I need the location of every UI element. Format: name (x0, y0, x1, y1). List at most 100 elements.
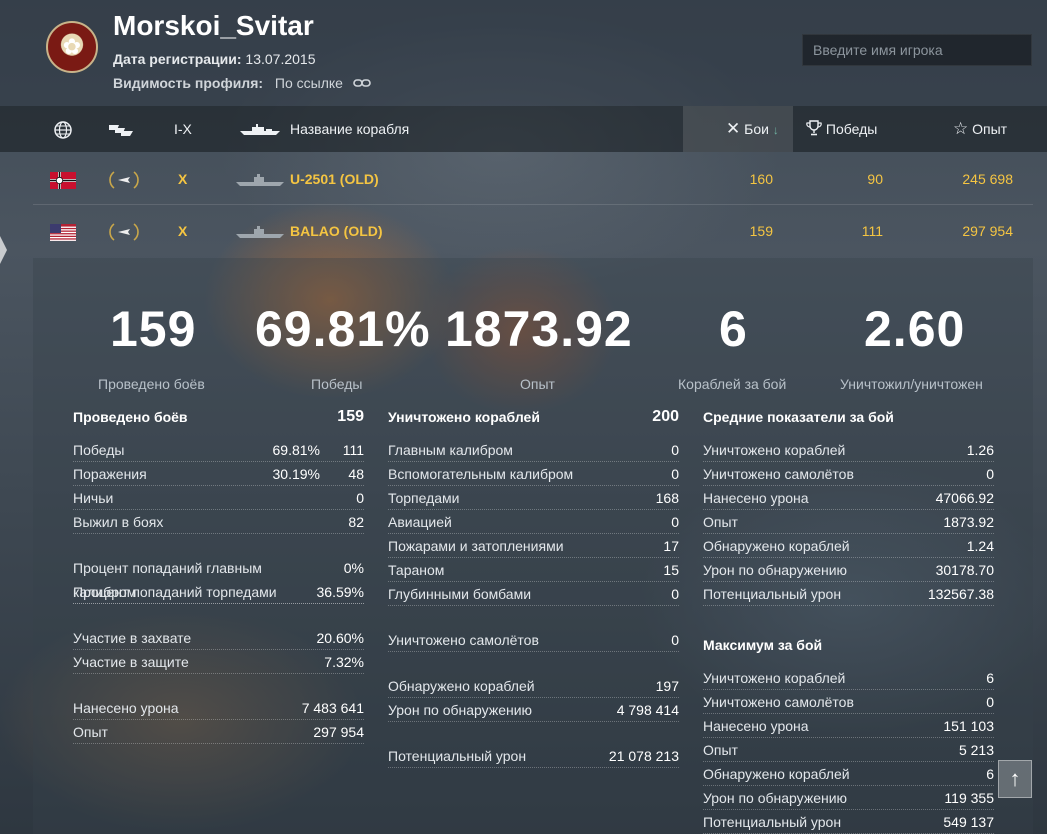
registration-label: Дата регистрации: (113, 51, 242, 67)
stat-row: Нанесено урона 151 103 (703, 714, 994, 738)
star-icon: ☆ (953, 119, 969, 138)
left-expand-arrow[interactable] (0, 236, 7, 264)
stat-label: Потенциальный урон (703, 814, 842, 830)
player-search-input[interactable] (802, 34, 1032, 66)
stat-row: Главным калибром 0 (388, 438, 679, 462)
profile-header: ✿ Morskoi_Svitar Дата регистрации: 13.07… (0, 0, 1047, 106)
battles-title-value: 159 (337, 408, 364, 425)
battles-column[interactable]: ✕ Бои ↓ (726, 106, 779, 152)
stat-label: Обнаружено кораблей (703, 538, 850, 554)
stat-value: 119 355 (944, 790, 994, 806)
summary-kd-value: 2.60 (864, 301, 966, 357)
ship-name[interactable]: U-2501 (OLD) (290, 171, 379, 187)
stat-value: 7 483 641 (301, 700, 364, 716)
stat-row: Уничтожено кораблей 6 (703, 666, 994, 690)
ship-name-column[interactable]: Название корабля (290, 121, 410, 137)
stat-row: Уничтожено самолётов 0 (703, 690, 994, 714)
stat-label: Глубинными бомбами (388, 586, 532, 602)
ship-name[interactable]: BALAO (OLD) (290, 223, 383, 239)
row-wins: 90 (867, 171, 883, 187)
row-tier: X (178, 223, 188, 239)
stat-row: Победы 69.81% 111 (73, 438, 364, 462)
stat-value: 0 (986, 694, 994, 710)
stat-label: Урон по обнаружению (703, 562, 848, 578)
stat-row: Ничьи 0 (73, 486, 364, 510)
crossed-swords-icon: ✕ (726, 119, 741, 138)
stat-value: 21 078 213 (608, 748, 679, 764)
stat-row: Выжил в боях 82 (73, 510, 364, 534)
warship-icon (240, 106, 280, 152)
player-name: Morskoi_Svitar (113, 10, 314, 41)
stat-value: 0 (986, 466, 994, 482)
stat-value: 6 (986, 766, 994, 782)
kills-title-label: Уничтожено кораблей (388, 409, 540, 425)
stat-row: Обнаружено кораблей 197 (388, 674, 679, 698)
visibility-value[interactable]: По ссылке (274, 75, 343, 91)
stat-value: 168 (655, 490, 679, 506)
summary-ships-label: Кораблей за бой (678, 376, 787, 392)
stat-label: Обнаружено кораблей (388, 678, 535, 694)
stat-value: 1.26 (966, 442, 994, 458)
stat-row: Обнаружено кораблей 1.24 (703, 534, 994, 558)
row-tier: X (178, 171, 188, 187)
kills-title-value: 200 (652, 408, 679, 425)
wins-column[interactable]: Победы (806, 106, 877, 152)
stat-label: Участие в захвате (73, 630, 192, 646)
exp-column[interactable]: ☆ Опыт (953, 106, 1007, 152)
globe-icon[interactable] (53, 106, 73, 152)
trophy-icon (806, 120, 826, 137)
stat-label: Ничьи (73, 490, 114, 506)
stat-label: Тараном (388, 562, 445, 578)
battles-title-label: Проведено боёв (73, 409, 188, 425)
summary-kd-label: Уничтожил/уничтожен (840, 376, 983, 392)
summary-ships-value: 6 (719, 301, 748, 357)
ship-type-icon[interactable] (109, 106, 135, 152)
stat-label: Потенциальный урон (388, 748, 527, 764)
stat-value: 4 798 414 (616, 702, 679, 718)
stat-label: Процент попаданий главным калибром (73, 560, 262, 600)
stat-row: Глубинными бомбами 0 (388, 582, 679, 606)
registration-date: 13.07.2015 (245, 51, 316, 67)
ship-thumbnail-icon (236, 153, 284, 205)
stat-row: Уничтожено кораблей 1.26 (703, 438, 994, 462)
stat-row: Торпедами 168 (388, 486, 679, 510)
arrow-up-icon: ↑ (1009, 766, 1021, 791)
stat-row: Нанесено урона 7 483 641 (73, 696, 364, 720)
stat-value: 47066.92 (935, 490, 994, 506)
stat-value: 20.60% (316, 630, 364, 646)
stat-row: Нанесено урона 47066.92 (703, 486, 994, 510)
stat-value: 111 (342, 442, 364, 458)
stat-label: Опыт (703, 742, 738, 758)
stat-value: 30178.70 (935, 562, 994, 578)
stat-row: Пожарами и затоплениями 17 (388, 534, 679, 558)
stat-value: 7.32% (324, 654, 364, 670)
stat-value: 36.59% (316, 584, 364, 600)
stat-row: Уничтожено самолётов 0 (703, 462, 994, 486)
row-divider (33, 204, 1033, 205)
kills-section-title: Уничтожено кораблей 200 (388, 405, 679, 429)
stat-label: Урон по обнаружению (388, 702, 533, 718)
stat-label: Опыт (703, 514, 738, 530)
stat-row: Авиацией 0 (388, 510, 679, 534)
table-row[interactable]: X BALAO (OLD) 159 111 297 954 (33, 205, 1033, 257)
stat-label: Нанесено урона (703, 718, 809, 734)
sort-arrow-icon: ↓ (772, 123, 779, 137)
stat-value: 15 (663, 562, 679, 578)
table-row[interactable]: X U-2501 (OLD) 160 90 245 698 (33, 153, 1033, 205)
registration-info: Дата регистрации: 13.07.2015 (113, 51, 316, 67)
link-icon[interactable] (353, 75, 371, 91)
tier-column[interactable]: I-X (174, 121, 192, 137)
ship-details-panel (33, 258, 1033, 834)
stat-row: Уничтожено самолётов 0 (388, 628, 679, 652)
stat-value: 197 (655, 678, 679, 694)
stat-row: Урон по обнаружению 30178.70 (703, 558, 994, 582)
stat-value: 0% (343, 560, 364, 576)
stat-label: Победы (73, 442, 125, 458)
stat-percent: 69.81% (272, 442, 320, 458)
scroll-to-top-button[interactable]: ↑ (998, 760, 1032, 798)
stat-label: Торпедами (388, 490, 460, 506)
row-battles: 160 (749, 171, 773, 187)
row-wins: 111 (861, 223, 883, 239)
stat-value: 1873.92 (943, 514, 994, 530)
summary-battles-label: Проведено боёв (98, 376, 205, 392)
